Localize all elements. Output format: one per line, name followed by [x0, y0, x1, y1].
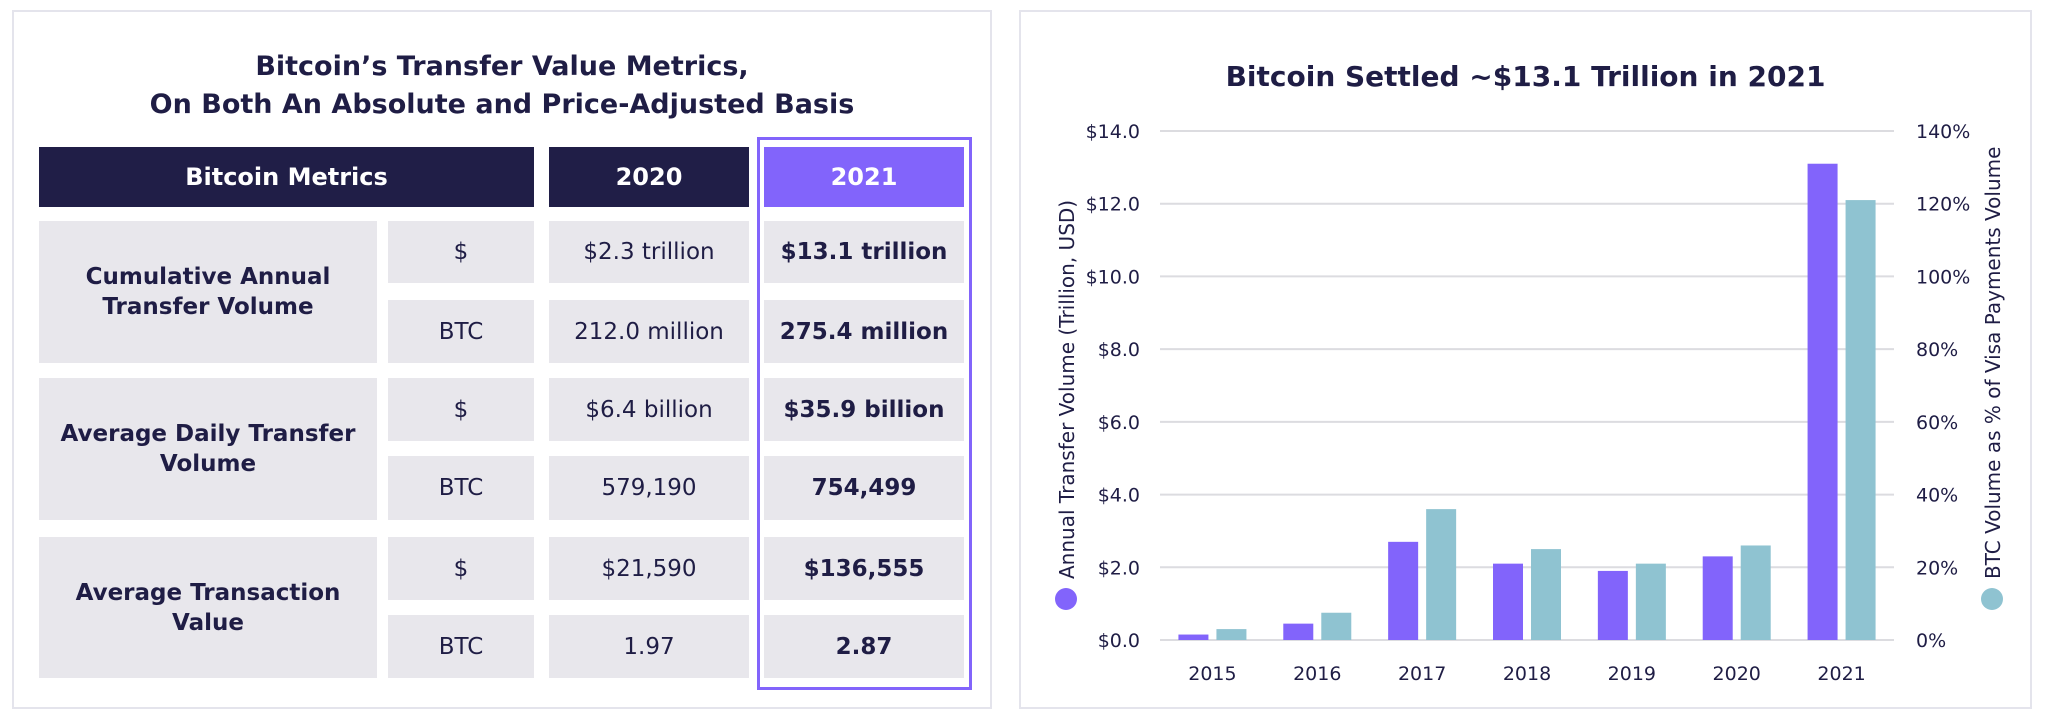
- y-tick-label-right: 20%: [1916, 557, 1958, 579]
- value-2021-cell: $136,555: [764, 537, 964, 600]
- bar-transfer-volume-2015: [1178, 634, 1209, 640]
- value-2020-cell: 579,190: [549, 456, 749, 520]
- value-2021-cell: 2.87: [764, 615, 964, 678]
- x-tick-label: 2016: [1293, 663, 1341, 685]
- bar-visa-percent-2015: [1216, 629, 1247, 640]
- bar-visa-percent-2016: [1321, 612, 1352, 640]
- metric-label-cumulative-annual-transfer-volume: Cumulative Annual Transfer Volume: [39, 221, 377, 363]
- y-tick-label-right: 40%: [1916, 485, 1958, 507]
- tick-labels: $0.0 0% $2.0 20% $4.0 40% $6.0 60% $8.0 80% $10.0 1…: [1086, 121, 1971, 685]
- metrics-table-panel: Bitcoin’s Transfer Value Metrics, On Bot…: [12, 10, 992, 709]
- y-axis-title-left: Annual Transfer Volume (Trillion, USD): [1055, 200, 1079, 579]
- y-tick-label-right: 60%: [1916, 412, 1958, 434]
- header-bitcoin-metrics: Bitcoin Metrics: [39, 147, 534, 207]
- y-tick-label-left: $8.0: [1098, 339, 1140, 361]
- value-2020-cell: 1.97: [549, 615, 749, 678]
- bar-visa-percent-2017: [1426, 509, 1457, 640]
- metric-label-average-transaction-value: Average Transaction Value: [39, 537, 377, 678]
- value-2020-cell: $6.4 billion: [549, 378, 749, 441]
- y-tick-label-right: 0%: [1916, 630, 1946, 652]
- unit-cell: BTC: [388, 615, 534, 678]
- y-tick-label-right: 100%: [1916, 266, 1970, 288]
- legend: Annual Transfer Volume (Trillion, USD) B…: [1055, 147, 2005, 610]
- table-title-line1: Bitcoin’s Transfer Value Metrics,: [255, 51, 749, 82]
- bar-transfer-volume-2017: [1388, 541, 1419, 640]
- bars: [1178, 163, 1876, 641]
- bar-transfer-volume-2020: [1702, 556, 1733, 640]
- y-tick-label-right: 120%: [1916, 194, 1970, 216]
- gridlines: [1160, 130, 1894, 641]
- x-tick-label: 2021: [1817, 663, 1865, 685]
- unit-cell: BTC: [388, 300, 534, 363]
- bar-transfer-volume-2016: [1283, 623, 1314, 640]
- x-tick-label: 2015: [1188, 663, 1236, 685]
- x-tick-label: 2017: [1398, 663, 1446, 685]
- x-tick-label: 2018: [1503, 663, 1551, 685]
- y-tick-label-left: $14.0: [1086, 121, 1140, 143]
- y-tick-label-left: $12.0: [1086, 194, 1140, 216]
- bar-visa-percent-2018: [1531, 549, 1561, 640]
- unit-cell: BTC: [388, 456, 534, 520]
- y-tick-label-left: $6.0: [1098, 412, 1140, 434]
- value-2020-cell: $21,590: [549, 537, 749, 600]
- legend-marker-transfer-volume: [1055, 588, 1077, 610]
- bar-chart: $0.0 0% $2.0 20% $4.0 40% $6.0 60% $8.0 80% $10.0 1…: [1055, 121, 2005, 685]
- bar-transfer-volume-2018: [1493, 563, 1523, 640]
- value-2021-cell: 754,499: [764, 456, 964, 520]
- y-tick-label-left: $0.0: [1098, 630, 1140, 652]
- metric-label-average-daily-transfer-volume: Average Daily Transfer Volume: [39, 378, 377, 520]
- unit-cell: $: [388, 378, 534, 441]
- unit-cell: $: [388, 221, 534, 283]
- bar-transfer-volume-2019: [1597, 570, 1628, 640]
- value-2021-cell: $35.9 billion: [764, 378, 964, 441]
- table-title-line2: On Both An Absolute and Price-Adjusted B…: [149, 89, 855, 120]
- value-2021-cell: 275.4 million: [764, 300, 964, 363]
- header-2020: 2020: [549, 147, 749, 207]
- y-axis-title-right: BTC Volume as % of Visa Payments Volume: [1981, 147, 2005, 579]
- chart-title: Bitcoin Settled ~$13.1 Trillion in 2021: [1225, 60, 1826, 93]
- value-2020-cell: 212.0 million: [549, 300, 749, 363]
- y-tick-label-right: 140%: [1916, 121, 1970, 143]
- bar-visa-percent-2020: [1740, 545, 1771, 640]
- bar-transfer-volume-2021: [1807, 163, 1838, 640]
- y-tick-label-left: $10.0: [1086, 266, 1140, 288]
- bar-visa-percent-2019: [1635, 563, 1666, 640]
- unit-cell: $: [388, 537, 534, 600]
- value-2020-cell: $2.3 trillion: [549, 221, 749, 283]
- x-tick-label: 2020: [1713, 663, 1761, 685]
- header-2021: 2021: [764, 147, 964, 207]
- y-tick-label-left: $2.0: [1098, 557, 1140, 579]
- bar-visa-percent-2021: [1845, 200, 1876, 641]
- value-2021-cell: $13.1 trillion: [764, 221, 964, 283]
- legend-marker-visa-percent: [1981, 588, 2003, 610]
- y-tick-label-left: $4.0: [1098, 485, 1140, 507]
- chart-panel: Bitcoin Settled ~$13.1 Trillion in 2021 …: [1019, 10, 2032, 709]
- x-tick-label: 2019: [1608, 663, 1656, 685]
- y-tick-label-right: 80%: [1916, 339, 1958, 361]
